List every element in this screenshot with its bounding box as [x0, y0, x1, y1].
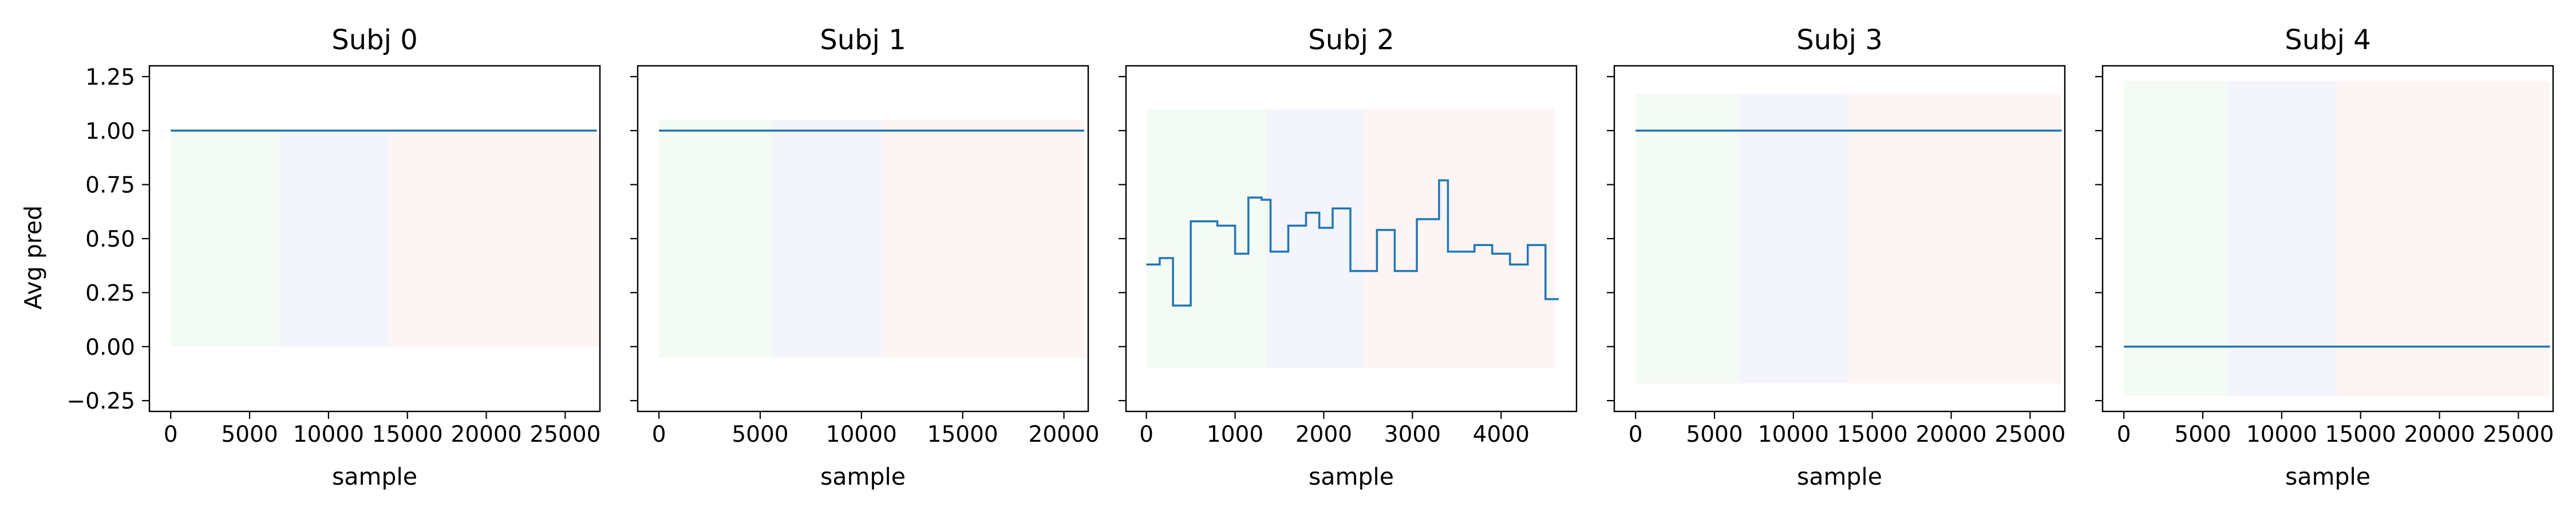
x-tick-label: 5000	[732, 422, 788, 447]
x-tick-label: 5000	[2174, 422, 2231, 447]
x-tick-label: 25000	[530, 422, 600, 447]
x-axis-label: sample	[1797, 463, 1882, 490]
subplot-1: 0 5000 10000 15000 20000 Subj 1 sample	[630, 24, 1100, 490]
subplot-title: Subj 3	[1796, 24, 1883, 56]
x-tick-label: 10000	[2246, 422, 2317, 447]
x-tick-label: 20000	[1915, 422, 1986, 447]
x-tick-label: 1000	[1207, 422, 1263, 447]
x-tick-label: 10000	[826, 422, 897, 447]
y-tick-label: 0.00	[85, 335, 135, 360]
x-axis-label: sample	[2285, 463, 2370, 490]
x-tick-label: 10000	[1758, 422, 1829, 447]
segment-shade-1	[2228, 81, 2337, 397]
segment-shade-1	[772, 120, 882, 358]
segment-shade-0	[1146, 109, 1266, 369]
x-axis-label: sample	[1309, 463, 1394, 490]
x-tick-label: 5000	[1686, 422, 1743, 447]
y-tick-label: −0.25	[66, 389, 135, 414]
subplot-title: Subj 0	[331, 24, 418, 56]
x-tick-label: 20000	[1029, 422, 1100, 447]
x-tick-label: 15000	[1837, 422, 1908, 447]
segment-shade-2	[2337, 81, 2550, 397]
x-tick-label: 3000	[1384, 422, 1441, 447]
x-tick-label: 4000	[1473, 422, 1530, 447]
segment-shade-0	[2124, 81, 2229, 397]
y-tick-label: 0.50	[85, 227, 135, 252]
x-tick-label: 0	[1629, 422, 1643, 447]
subplot-4: 0 5000 10000 15000 20000 25000 Subj 4 sample	[2095, 24, 2554, 490]
segment-shade-2	[390, 130, 599, 347]
y-tick-label: 0.25	[85, 280, 135, 306]
subplot-3: 0 5000 10000 15000 20000 25000 Subj 3 sample	[1607, 24, 2065, 490]
x-tick-label: 20000	[2404, 422, 2475, 447]
segment-shade-2	[882, 120, 1084, 358]
x-tick-label: 15000	[372, 422, 443, 447]
y-tick-label: 0.75	[85, 173, 135, 199]
segment-shade-1	[1266, 109, 1364, 369]
y-axis-label: Avg pred	[19, 205, 47, 310]
y-tick-label: 1.00	[85, 118, 135, 144]
segment-shade-2	[1364, 109, 1555, 369]
x-tick-label: 5000	[221, 422, 278, 447]
x-tick-label: 0	[2117, 422, 2131, 447]
x-tick-label: 2000	[1295, 422, 1352, 447]
subplot-title: Subj 4	[2285, 24, 2371, 56]
subplot-0: 0 5000 10000 15000 20000 25000 −0.25 0.00 0.25 0.…	[66, 24, 600, 490]
y-tick-label: 1.25	[85, 65, 135, 90]
x-tick-label: 0	[164, 422, 178, 447]
segment-shade-0	[659, 120, 773, 358]
x-tick-label: 15000	[2325, 422, 2396, 447]
subplot-2: 0 1000 2000 3000 4000 Subj 2 sample	[1119, 24, 1578, 490]
x-tick-label: 15000	[927, 422, 998, 447]
segment-shade-0	[1635, 94, 1740, 383]
segment-shade-1	[279, 130, 390, 347]
segment-shade-2	[1848, 94, 2062, 383]
x-tick-label: 0	[652, 422, 666, 447]
x-tick-label: 25000	[1994, 422, 2065, 447]
x-axis-label: sample	[332, 463, 417, 490]
x-tick-label: 0	[1139, 422, 1153, 447]
x-tick-label: 10000	[293, 422, 364, 447]
subplot-title: Subj 1	[820, 24, 906, 56]
avg-pred-line	[1146, 179, 1559, 307]
x-axis-label: sample	[820, 463, 906, 490]
segment-shade-0	[171, 130, 280, 347]
x-tick-label: 20000	[451, 422, 521, 447]
segment-shade-1	[1740, 94, 1849, 383]
x-tick-label: 25000	[2483, 422, 2554, 447]
subplot-title: Subj 2	[1308, 24, 1394, 56]
